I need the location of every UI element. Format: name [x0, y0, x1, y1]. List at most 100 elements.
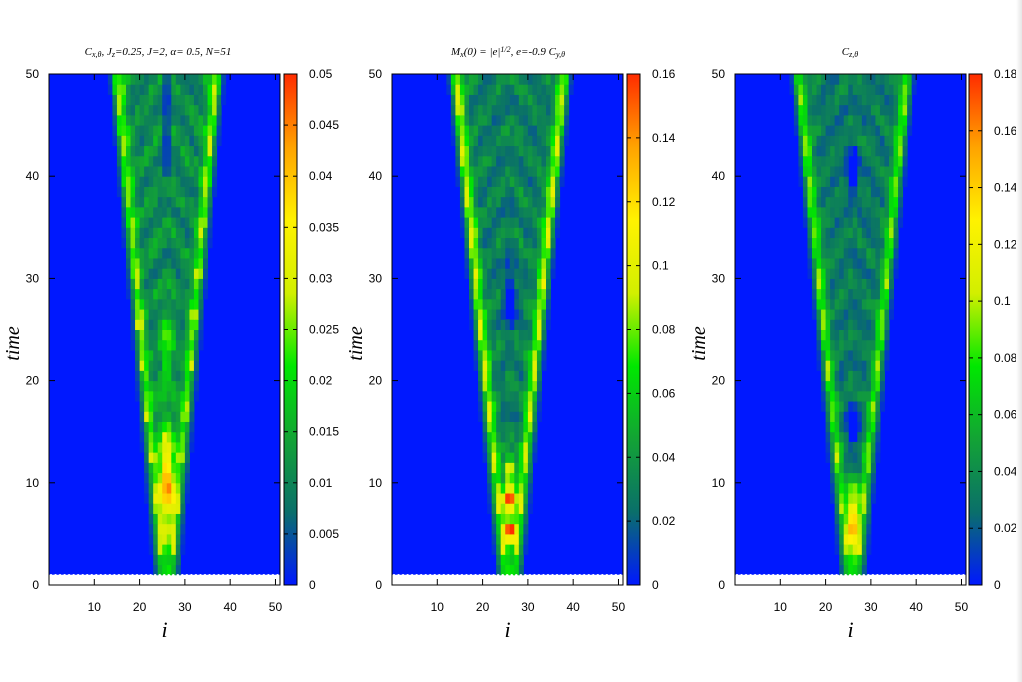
heatmap-cell: [171, 206, 177, 218]
heatmap-cell: [536, 370, 542, 382]
strip-dot: [49, 573, 53, 577]
heatmap-cell: [126, 247, 132, 259]
heatmap-cell: [166, 421, 172, 433]
heatmap-cell: [505, 482, 511, 494]
heatmap-cell: [148, 349, 154, 361]
heatmap-cell: [848, 544, 854, 555]
heatmap-cell: [870, 329, 876, 341]
heatmap-cell: [541, 268, 547, 279]
heatmap-cell: [866, 339, 872, 351]
heatmap-cell: [834, 288, 840, 300]
heatmap-cell: [162, 309, 168, 320]
heatmap-cell: [144, 482, 150, 494]
heatmap-cell: [184, 411, 190, 422]
heatmap-cell: [843, 523, 849, 535]
heatmap-cell: [509, 227, 515, 239]
heatmap-cell: [884, 104, 890, 116]
heatmap-cell: [473, 145, 479, 157]
x-tick-label: 40: [566, 600, 580, 614]
strip-dot: [821, 573, 825, 577]
heatmap-cell: [893, 155, 899, 167]
heatmap-cell: [861, 493, 867, 504]
heatmap-cell: [473, 135, 479, 147]
strip-dot: [614, 573, 618, 577]
heatmap-cell: [243, 574, 249, 585]
heatmap-cell: [212, 145, 218, 157]
heatmap-cell: [866, 196, 872, 208]
heatmap-cell: [875, 309, 881, 320]
heatmap-cell: [130, 278, 136, 290]
heatmap-cell: [798, 574, 804, 585]
heatmap-cell: [126, 196, 132, 208]
strip-dot: [248, 573, 252, 577]
heatmap-cell: [532, 145, 538, 157]
heatmap-cell: [464, 268, 470, 279]
heatmap-cell: [184, 135, 190, 147]
heatmap-cell: [739, 574, 745, 585]
heatmap-cell: [166, 482, 172, 494]
heatmap-cell: [834, 574, 840, 585]
heatmap-cell: [843, 421, 849, 433]
heatmap-cell: [207, 196, 213, 208]
heatmap-cell: [514, 564, 520, 576]
heatmap-cell: [532, 165, 538, 177]
heatmap-cell: [135, 247, 141, 259]
heatmap-cell: [546, 135, 552, 147]
heatmap-cell: [550, 217, 556, 228]
heatmap-cell: [496, 84, 502, 95]
heatmap-cell: [496, 441, 502, 453]
heatmap-cell: [532, 196, 538, 208]
heatmap-cell: [252, 574, 258, 585]
heatmap-cell: [148, 94, 154, 106]
heatmap-cell: [505, 135, 511, 147]
heatmap-cell: [180, 247, 186, 259]
heatmap-cell: [861, 482, 867, 494]
heatmap-cell: [509, 380, 515, 392]
heatmap-cell: [532, 298, 538, 310]
heatmap-cell: [523, 268, 529, 279]
heatmap-cell: [839, 411, 845, 422]
heatmap-cell: [505, 114, 511, 126]
heatmap-cell: [225, 574, 231, 585]
heatmap-cell: [459, 176, 465, 187]
heatmap-cell: [536, 329, 542, 341]
heatmap-cell: [518, 237, 524, 249]
heatmap-cell: [496, 74, 502, 85]
strip-dot: [758, 573, 761, 577]
heatmap-cell: [509, 94, 515, 106]
heatmap-cell: [839, 513, 845, 525]
heatmap-cell: [189, 431, 195, 443]
heatmap-cell: [843, 176, 849, 187]
heatmap-cell: [893, 165, 899, 177]
heatmap-cell: [875, 196, 881, 208]
heatmap-cell: [162, 431, 168, 443]
heatmap-cell: [852, 390, 858, 402]
heatmap-cell: [126, 94, 132, 106]
heatmap-cell: [198, 217, 204, 228]
heatmap-cell: [857, 114, 863, 126]
heatmap-cell: [478, 74, 484, 85]
heatmap-cell: [907, 125, 913, 136]
heatmap-cell: [807, 114, 813, 126]
heatmap-cell: [153, 268, 159, 279]
heatmap-cell: [834, 452, 840, 463]
heatmap-cell: [807, 84, 813, 95]
heatmap-cell: [536, 114, 542, 126]
heatmap-cell: [884, 145, 890, 157]
heatmap-cell: [171, 349, 177, 361]
heatmap-cell: [523, 401, 529, 412]
heatmap-cell: [861, 523, 867, 535]
heatmap-cell: [916, 574, 922, 585]
heatmap-cell: [482, 257, 488, 269]
heatmap-cell: [148, 329, 154, 341]
heatmap-cell: [126, 237, 132, 249]
heatmap-cell: [830, 431, 836, 443]
heatmap-cell: [130, 186, 136, 198]
strip-dot: [944, 573, 947, 577]
heatmap-cell: [139, 84, 145, 95]
heatmap-cell: [505, 257, 511, 269]
heatmap-cell: [839, 237, 845, 249]
heatmap-cell: [952, 574, 958, 585]
heatmap-cell: [830, 390, 836, 402]
heatmap-cell: [469, 155, 475, 167]
